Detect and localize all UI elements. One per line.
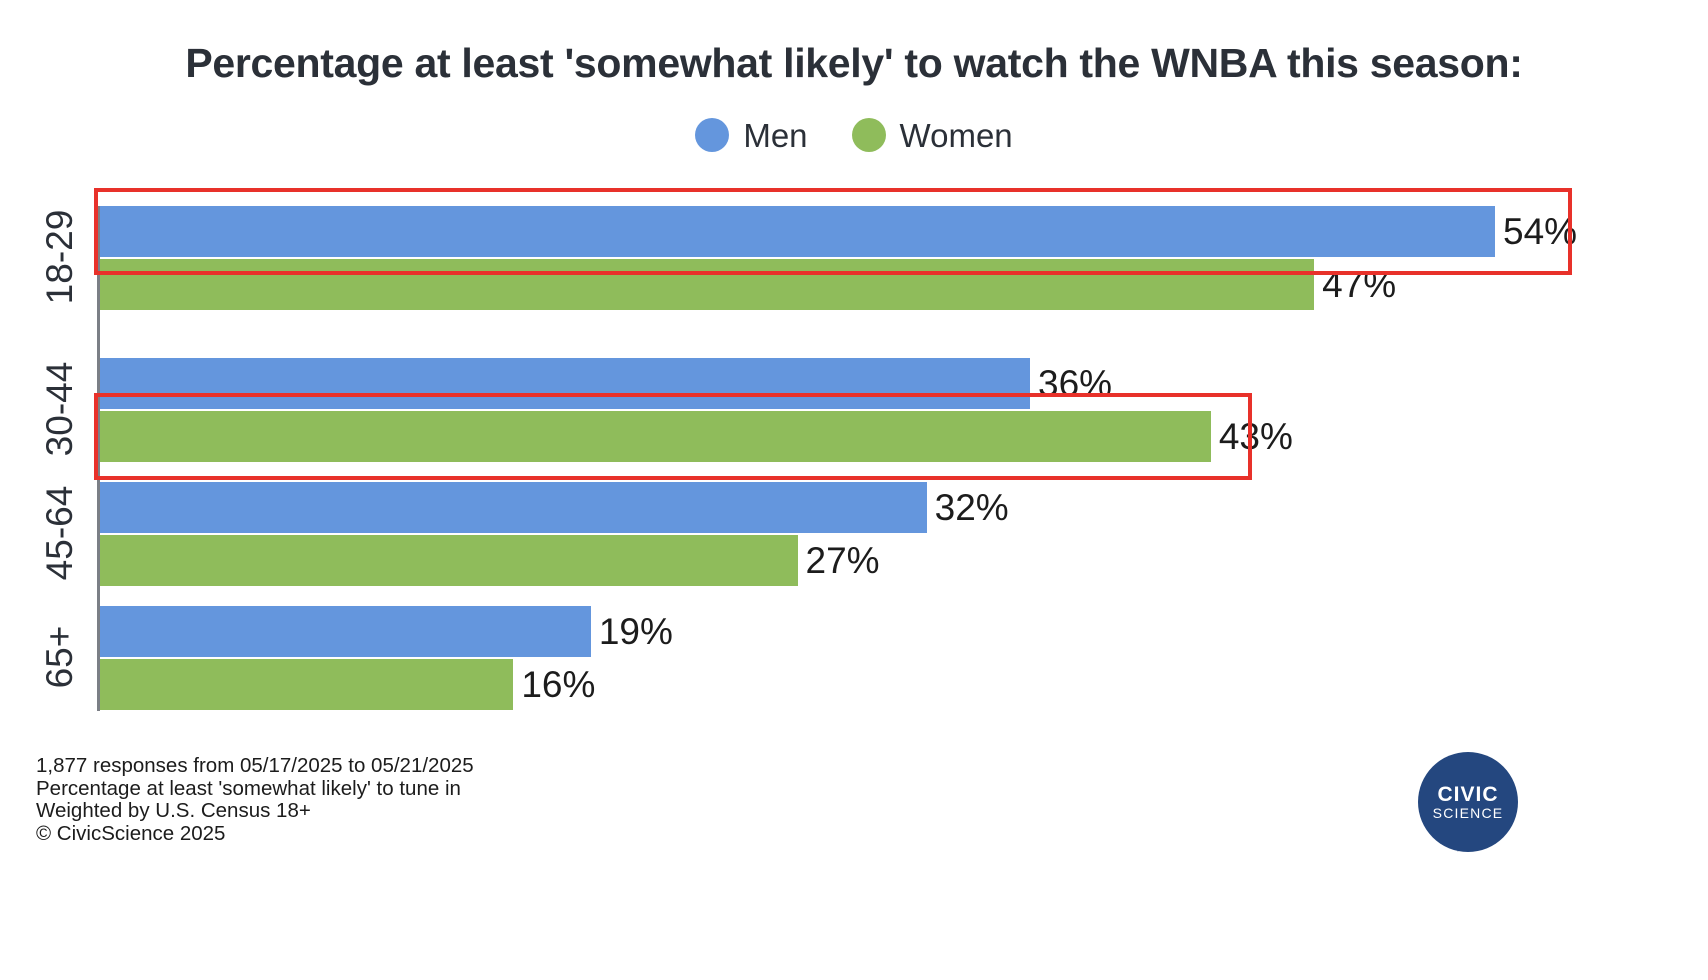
chart-legend: Men Women [0, 118, 1708, 152]
logo-wordmark: CIVIC SCIENCE [1418, 752, 1518, 852]
plot-area: 54% 47% 36% 43% 32% 27% 19% 16% 18-29 30-44 45-64… [0, 188, 1708, 720]
bar-value-label: 36% [1038, 363, 1113, 404]
footer-notes: 1,877 responses from 05/17/2025 to 05/21… [36, 754, 474, 845]
bar-women-18-29[interactable] [100, 259, 1315, 310]
bar-row: 43% [100, 411, 1293, 462]
bar-value-label: 32% [934, 487, 1009, 528]
legend-label-men: Men [743, 116, 808, 154]
bar-row: 32% [100, 482, 1009, 533]
y-axis-label-18-29: 18-29 [39, 209, 80, 305]
bar-women-30-44[interactable] [100, 411, 1211, 462]
legend-label-women: Women [899, 116, 1013, 154]
bar-women-65+[interactable] [100, 659, 514, 710]
bar-men-45-64[interactable] [100, 482, 927, 533]
bar-value-label: 19% [598, 611, 673, 652]
bar-value-label: 43% [1218, 416, 1293, 457]
footer-line-weighting: Weighted by U.S. Census 18+ [36, 799, 311, 822]
legend-swatch-men [695, 118, 730, 152]
footer-line-copyright: © CivicScience 2025 [36, 821, 226, 845]
legend-swatch-women [851, 118, 886, 152]
bar-row: 54% [100, 206, 1577, 257]
bar-groups: 54% 47% 36% 43% 32% 27% 19% 16% [100, 206, 1660, 711]
page-title: Percentage at least 'somewhat likely' to… [185, 40, 1523, 86]
bar-women-45-64[interactable] [100, 535, 798, 586]
bar-value-label: 47% [1322, 264, 1397, 305]
civicscience-logo: CIVIC SCIENCE [1418, 752, 1518, 852]
logo-secondary-text: SCIENCE [1432, 804, 1504, 821]
legend-item-women[interactable]: Women [851, 116, 1013, 154]
logo-bubble-shape [1418, 752, 1518, 852]
bar-row: 16% [100, 659, 595, 710]
footer-line-responses: 1,877 responses from 05/17/2025 to 05/21… [36, 754, 474, 777]
bar-men-30-44[interactable] [100, 358, 1030, 409]
bar-men-65+[interactable] [100, 606, 591, 657]
bar-value-label: 54% [1503, 211, 1578, 252]
bar-row: 27% [100, 535, 880, 586]
bar-row: 19% [100, 606, 673, 657]
bar-row: 47% [100, 259, 1396, 310]
bar-value-label: 16% [521, 664, 596, 705]
bar-row: 36% [100, 358, 1112, 409]
y-axis-line [97, 206, 100, 711]
logo-primary-text: CIVIC [1437, 782, 1499, 806]
bar-value-label: 27% [805, 540, 880, 581]
y-axis-label-65+: 65+ [39, 625, 80, 689]
footer-line-metric: Percentage at least 'somewhat likely' to… [36, 776, 461, 800]
legend-item-men[interactable]: Men [695, 116, 808, 154]
bar-men-18-29[interactable] [100, 206, 1495, 257]
